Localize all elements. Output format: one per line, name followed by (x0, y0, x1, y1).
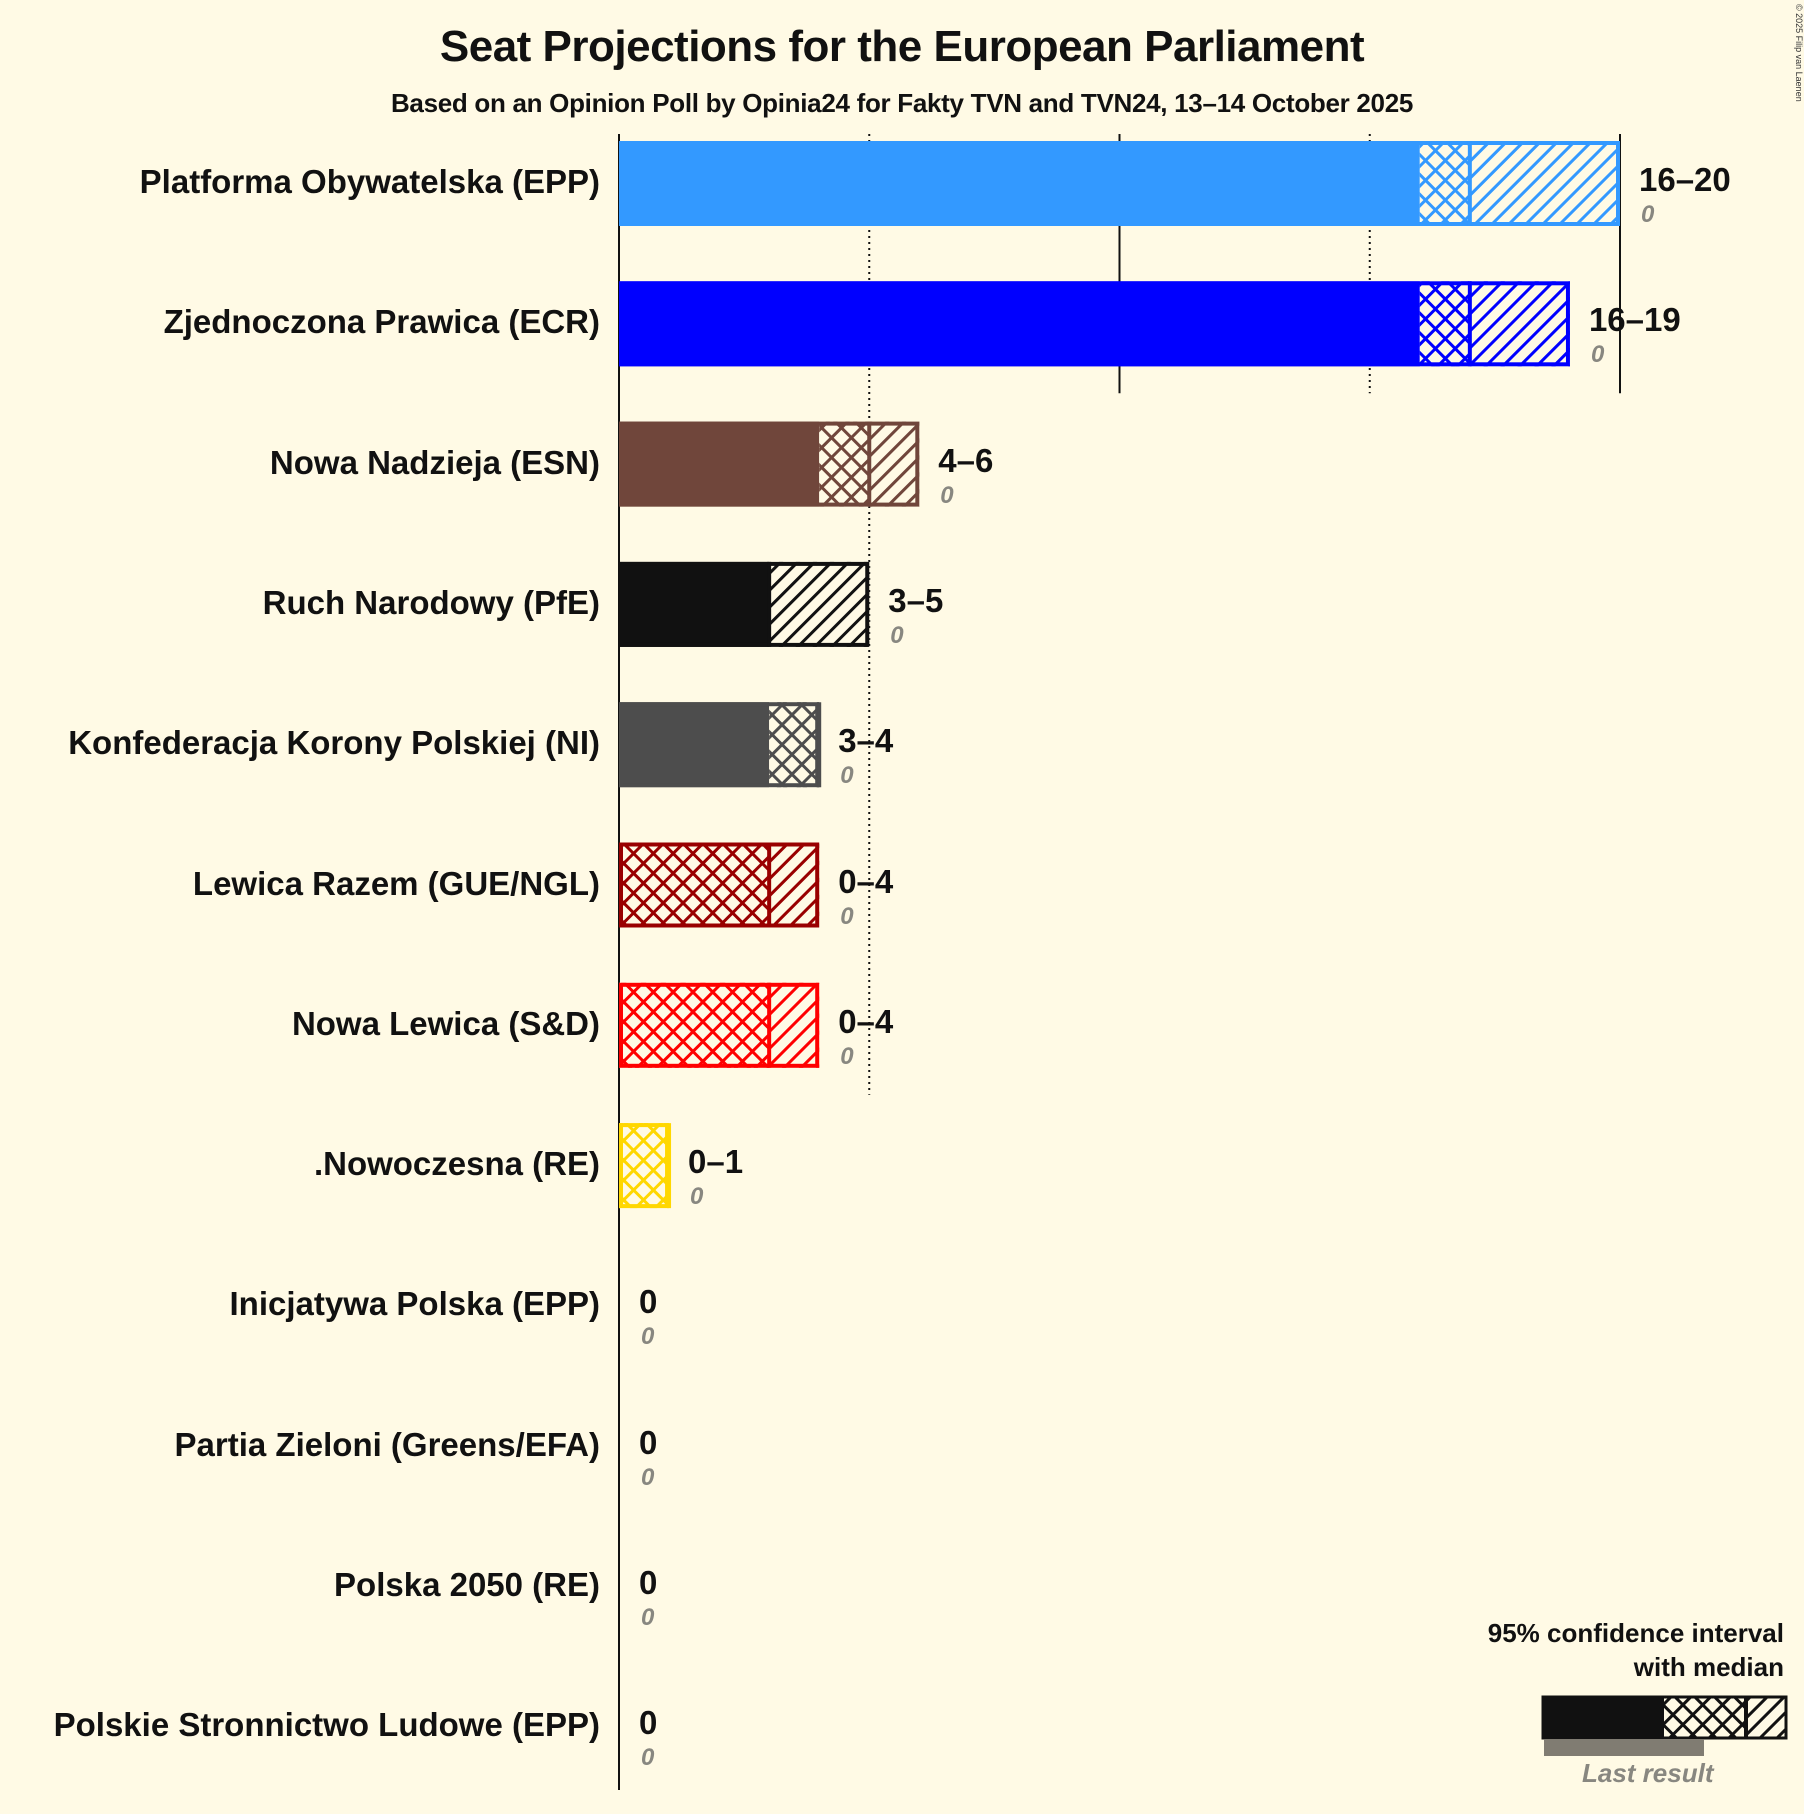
bar-ci-upper (1469, 141, 1620, 226)
bar-3 (619, 561, 870, 647)
party-label: .Nowoczesna (RE) (313, 1145, 600, 1183)
party-label: Polskie Stronnictwo Ludowe (EPP) (53, 1706, 600, 1744)
legend-line2: with median (1633, 1652, 1784, 1682)
seat-range-label: 16–20 (1639, 161, 1731, 198)
bar-ci-upper (769, 842, 820, 928)
last-result-value: 0 (840, 1042, 854, 1070)
seat-range-label: 3–4 (838, 722, 894, 760)
bar-5 (619, 842, 820, 928)
legend-last-result-label: Last result (1582, 1758, 1714, 1788)
last-result-value: 0 (890, 621, 904, 649)
seat-range-label: 4–6 (938, 441, 994, 479)
bar-6 (619, 982, 820, 1068)
seat-range-label: 0–1 (688, 1143, 744, 1181)
last-result-value: 0 (641, 1323, 655, 1351)
seat-range-label: 16–19 (1588, 301, 1681, 339)
bar-solid (619, 702, 770, 788)
party-label: Ruch Narodowy (PfE) (262, 583, 600, 621)
party-label: Nowa Nadzieja (ESN) (269, 443, 600, 481)
bar-ci-upper (1469, 281, 1570, 367)
last-result-value: 0 (641, 1463, 655, 1491)
last-result-value: 0 (940, 481, 954, 509)
bar-outline (619, 141, 1620, 226)
bar-ci-lower (1419, 281, 1470, 367)
bar-4 (619, 702, 822, 788)
last-result-value: 0 (690, 1183, 704, 1211)
bar-2 (619, 421, 920, 507)
seat-range-label: 0 (639, 1564, 658, 1601)
party-label: Konfederacja Korony Polskiej (NI) (68, 724, 600, 762)
chart-title: Seat Projections for the European Parlia… (439, 22, 1365, 71)
bar-outline (619, 982, 820, 1068)
bar-ci-upper (769, 561, 870, 647)
seat-range-label: 3–5 (888, 581, 944, 619)
last-result-value: 0 (641, 1604, 655, 1631)
last-result-value: 0 (1641, 201, 1655, 228)
party-label: Inicjatywa Polska (EPP) (229, 1285, 600, 1323)
bar-outline (619, 561, 870, 647)
bar-solid (619, 281, 1420, 367)
last-result-value: 0 (1590, 341, 1605, 369)
last-result-value: 0 (641, 1744, 655, 1772)
party-label: Nowa Lewica (S&D) (291, 1004, 600, 1042)
bar-ci-lower (819, 421, 870, 507)
party-label: Partia Zieloni (Greens/EFA) (174, 1425, 600, 1463)
bar-7 (619, 1123, 672, 1209)
bar-solid (619, 421, 820, 507)
bar-ci-lower (619, 1123, 670, 1209)
bar-ci-upper (769, 982, 820, 1068)
bar-outline (619, 281, 1570, 367)
bar-ci-lower (619, 982, 770, 1068)
bar-ci-lower (769, 702, 820, 788)
bar-solid (619, 141, 1420, 226)
legend-last-result-bar (1544, 1739, 1704, 1756)
legend-title: 95% confidence interval with median (1488, 1616, 1784, 1684)
seat-range-label: 0 (639, 1704, 658, 1742)
seat-range-label: 0–4 (838, 862, 894, 900)
party-label: Platforma Obywatelska (EPP) (139, 163, 600, 200)
party-label: Lewica Razem (GUE/NGL) (192, 864, 600, 902)
bar-1 (619, 281, 1570, 367)
seat-range-label: 0–4 (838, 1002, 894, 1040)
bar-ci-lower (619, 842, 770, 928)
party-label: Polska 2050 (RE) (334, 1566, 600, 1603)
bar-ci-upper (869, 421, 920, 507)
party-label: Zjednoczona Prawica (ECR) (163, 303, 600, 341)
seat-range-label: 0 (639, 1423, 658, 1461)
bar-outline (619, 421, 920, 507)
bar-0 (619, 141, 1620, 226)
chart-subtitle: Based on an Opinion Poll by Opinia24 for… (390, 88, 1414, 118)
legend-line1: 95% confidence interval (1487, 1618, 1784, 1648)
seat-range-label: 0 (639, 1283, 658, 1321)
legend-swatch (1541, 1695, 1788, 1756)
bar-ci-lower (1419, 141, 1470, 226)
bar-solid (619, 561, 770, 647)
last-result-value: 0 (840, 902, 854, 930)
last-result-value: 0 (840, 762, 854, 790)
bar-outline (619, 842, 820, 928)
